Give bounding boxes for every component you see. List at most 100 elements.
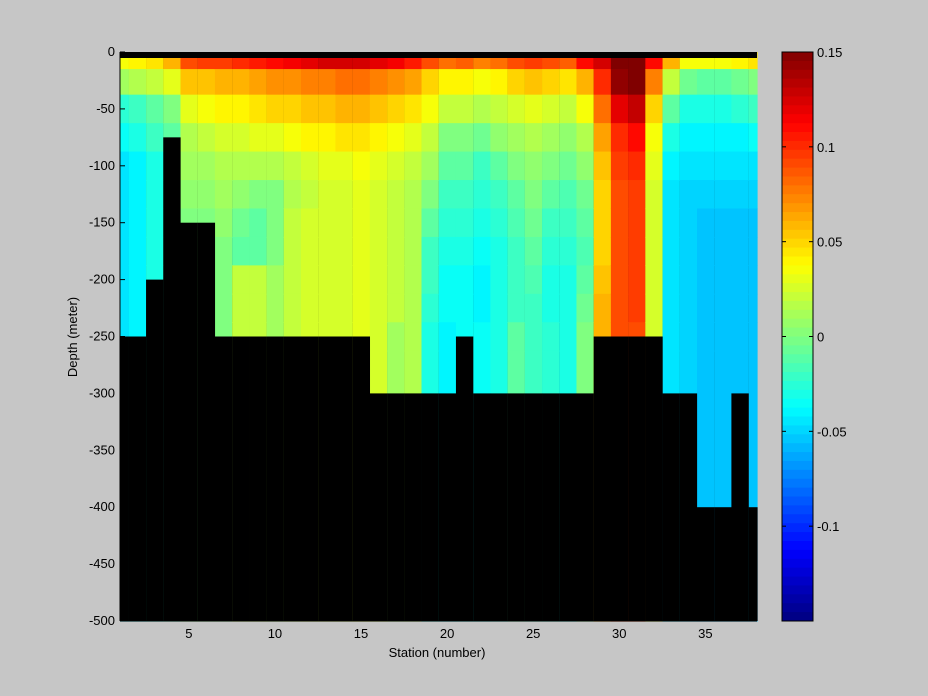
heatmap-cell [662,94,680,124]
heatmap-cell [438,322,457,352]
bottom-mask [266,336,284,621]
heatmap-cell [679,208,698,238]
heatmap-cell [542,94,560,124]
y-tick-label: -250 [89,329,115,344]
heatmap-cell [610,69,629,96]
colorbar-band [782,176,813,186]
heatmap-cell [473,151,491,181]
bottom-mask [369,393,388,621]
colorbar-band [782,416,813,426]
heatmap-cell [318,151,336,181]
colorbar-band [782,114,813,124]
heatmap-cell [455,208,474,238]
heatmap-cell [610,94,629,124]
heatmap-cell [214,265,233,295]
heatmap-cell [283,123,302,153]
colorbar-tick-label: 0.05 [817,235,842,250]
heatmap-cell [301,236,319,266]
colorbar-band [782,274,813,284]
heatmap-cell [197,69,216,96]
y-tick-label: -100 [89,158,115,173]
heatmap-cell [696,123,715,153]
heatmap-cell [421,208,439,238]
heatmap-cell [266,94,284,124]
colorbar-band [782,194,813,204]
heatmap-cell [249,94,267,124]
y-axis: 0 -50 -100 -150 -200 -250 -300 -350 -400 -450 -500 [89,44,125,628]
heatmap-cell [507,236,525,266]
heatmap-cell [369,94,388,124]
heatmap-cell [524,94,543,124]
heatmap-cell [507,69,525,96]
heatmap-cell [438,151,457,181]
heatmap-cell [559,208,577,238]
heatmap-cell [369,180,388,210]
heatmap-cell [576,69,594,96]
heatmap-cell [628,236,646,266]
heatmap-cell [473,208,491,238]
heatmap-cell [128,208,147,238]
heatmap-cell [318,208,336,238]
heatmap-cell [387,69,405,96]
heatmap-cell [369,151,388,181]
heatmap-cell [524,265,543,295]
heatmap-cell [696,265,715,295]
heatmap-cell [404,265,422,295]
colorbar-band [782,540,813,551]
heatmap-cell [714,293,732,323]
heatmap-cell [404,69,422,96]
heatmap-cell [128,293,147,323]
heatmap-cell [352,69,371,96]
heatmap-cell [731,208,749,238]
heatmap-cell [542,293,560,323]
colorbar-band [782,603,813,613]
bottom-mask [576,393,594,621]
heatmap-cell [301,94,319,124]
heatmap-cell [679,69,698,96]
heatmap-cell [748,322,758,352]
heatmap-cell [249,265,267,295]
heatmap-cell [662,208,680,238]
colorbar-tick-label: -0.05 [817,424,847,439]
heatmap-cell [748,123,758,153]
heatmap-cell [490,293,508,323]
heatmap-cell [301,180,319,210]
heatmap-cell [369,123,388,153]
heatmap-cell [318,180,336,210]
heatmap-cell [146,94,164,124]
colorbar-band [782,185,813,195]
heatmap-cell [473,180,491,210]
heatmap-cell [369,293,388,323]
colorbar-band [782,52,813,62]
heatmap-cell [387,293,405,323]
heatmap-cell [266,208,284,238]
heatmap-cell [283,180,302,210]
heatmap-cell [214,69,233,96]
bottom-mask [610,336,629,621]
heatmap-cell [490,69,508,96]
heatmap-cell [559,265,577,295]
heatmap-cell [748,208,758,238]
heatmap-cell [679,322,698,352]
heatmap-cell [559,236,577,266]
heatmap-cell [438,180,457,210]
colorbar-band [782,612,813,622]
bottom-mask [387,393,405,621]
heatmap-cell [473,322,491,352]
heatmap-cell [610,123,629,153]
heatmap-cell [714,151,732,181]
heatmap-cell [214,180,233,210]
heatmap-cell [421,180,439,210]
heatmap-cell [214,123,233,153]
colorbar-band [782,123,813,133]
heatmap-cell [748,265,758,295]
heatmap-cell [679,151,698,181]
heatmap-cell [232,293,250,323]
colorbar-band [782,140,813,151]
heatmap-cell [146,123,164,153]
heatmap-cell [352,123,371,153]
heatmap-cell [404,236,422,266]
x-tick-label: 15 [354,626,368,641]
heatmap-cell [232,180,250,210]
heatmap-cell [421,236,439,266]
